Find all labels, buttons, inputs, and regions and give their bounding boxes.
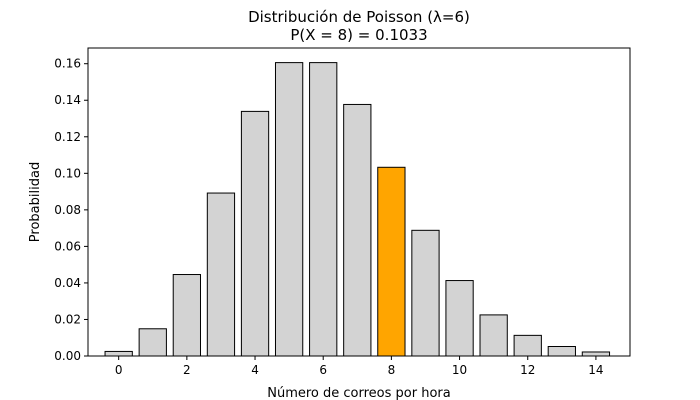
bar-2 — [172, 274, 201, 357]
bar-6 — [309, 62, 338, 357]
bar-13 — [547, 346, 576, 357]
y-tick-label: 0.04 — [54, 276, 81, 290]
bar-10 — [445, 280, 474, 357]
y-axis-ticks: 0.00 0.02 0.04 0.06 0.08 0.10 0.12 0.14 0.16 — [54, 57, 88, 363]
x-axis-label: Número de correos por hora — [267, 386, 450, 400]
bar-11 — [479, 314, 508, 357]
y-tick-label: 0.08 — [54, 203, 81, 217]
bar-9 — [411, 229, 440, 357]
x-tick-label: 4 — [251, 363, 259, 377]
bar-5 — [274, 62, 304, 357]
y-tick-label: 0.12 — [54, 130, 81, 144]
bar-14 — [581, 351, 611, 357]
bar-0 — [104, 350, 133, 357]
x-tick-label: 0 — [115, 363, 123, 377]
x-tick-label: 8 — [388, 363, 396, 377]
x-tick-label: 14 — [588, 363, 603, 377]
chart-subtitle: P(X = 8) = 0.1033 — [290, 26, 427, 44]
bar-1 — [138, 328, 167, 357]
bar-7 — [343, 103, 372, 357]
y-tick-label: 0.00 — [54, 349, 81, 363]
bar-8 — [377, 166, 406, 357]
y-tick-label: 0.02 — [54, 312, 81, 326]
bar-4 — [240, 110, 270, 357]
y-tick-label: 0.06 — [54, 239, 81, 253]
y-tick-label: 0.16 — [54, 57, 81, 71]
bars-group — [104, 62, 611, 357]
x-axis-ticks: 0 2 4 6 8 10 12 14 — [115, 356, 604, 377]
x-tick-label: 12 — [520, 363, 535, 377]
x-tick-label: 2 — [183, 363, 191, 377]
y-axis-label: Probabilidad — [28, 162, 43, 242]
y-tick-label: 0.10 — [54, 166, 81, 180]
chart-title: Distribución de Poisson (λ=6) — [248, 8, 470, 26]
y-tick-label: 0.14 — [54, 93, 81, 107]
bar-12 — [513, 334, 542, 357]
plot-frame — [87, 47, 631, 357]
bar-3 — [206, 192, 236, 357]
x-tick-label: 6 — [319, 363, 327, 377]
x-tick-label: 10 — [452, 363, 467, 377]
